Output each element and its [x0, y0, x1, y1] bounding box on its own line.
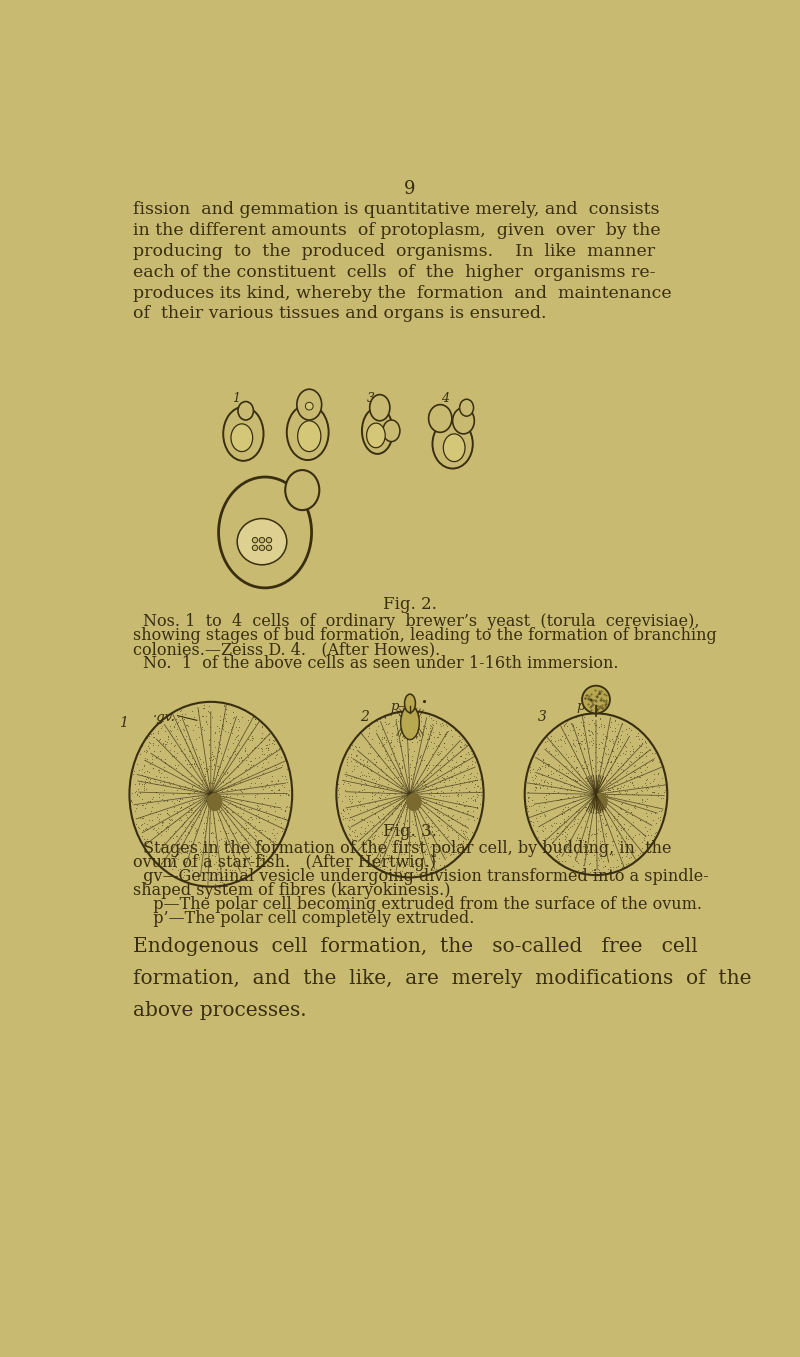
- Ellipse shape: [297, 389, 322, 421]
- Text: 3: 3: [366, 392, 374, 404]
- Ellipse shape: [366, 423, 386, 448]
- Circle shape: [259, 537, 265, 543]
- Text: 1: 1: [119, 715, 128, 730]
- Ellipse shape: [286, 404, 329, 460]
- Text: fission  and gemmation is quantitative merely, and  consists: fission and gemmation is quantitative me…: [133, 201, 659, 218]
- Text: produces its kind, whereby the  formation  and  maintenance: produces its kind, whereby the formation…: [133, 285, 671, 301]
- Text: each of the constituent  cells  of  the  higher  organisms re-: each of the constituent cells of the hig…: [133, 263, 655, 281]
- Text: in the different amounts  of protoplasm,  given  over  by the: in the different amounts of protoplasm, …: [133, 223, 660, 239]
- Ellipse shape: [207, 792, 222, 811]
- Circle shape: [259, 546, 265, 551]
- Text: 9: 9: [404, 179, 416, 198]
- Circle shape: [266, 537, 272, 543]
- Ellipse shape: [370, 395, 390, 421]
- Circle shape: [582, 685, 610, 714]
- Circle shape: [252, 546, 258, 551]
- Text: Fig. 3.: Fig. 3.: [383, 824, 437, 840]
- Text: shaped system of fibres (karyokinesis.): shaped system of fibres (karyokinesis.): [133, 882, 450, 900]
- Text: formation,  and  the  like,  are  merely  modifications  of  the: formation, and the like, are merely modi…: [133, 969, 751, 988]
- Text: gv—Germinal vesicle undergoing division transformed into a spindle-: gv—Germinal vesicle undergoing division …: [133, 868, 708, 885]
- Text: Fig. 2.: Fig. 2.: [383, 596, 437, 613]
- Text: ovum of a star-fish.   (After Hertwig.): ovum of a star-fish. (After Hertwig.): [133, 855, 436, 871]
- Text: 2: 2: [360, 710, 369, 723]
- Text: of  their various tissues and organs is ensured.: of their various tissues and organs is e…: [133, 305, 546, 323]
- Text: ·gv.: ·gv.: [153, 711, 175, 725]
- Ellipse shape: [362, 407, 393, 453]
- Text: p—The polar cell becoming extruded from the surface of the ovum.: p—The polar cell becoming extruded from …: [142, 896, 702, 913]
- Text: p—: p—: [390, 699, 412, 712]
- Text: colonies.—Zeiss D. 4.   (After Howes).: colonies.—Zeiss D. 4. (After Howes).: [133, 641, 440, 658]
- Text: showing stages of bud formation, leading to the formation of branching: showing stages of bud formation, leading…: [133, 627, 716, 645]
- Ellipse shape: [405, 695, 415, 712]
- Circle shape: [306, 402, 313, 410]
- Ellipse shape: [218, 478, 311, 588]
- Text: Stages in the formation of the first polar cell, by budding, in  the: Stages in the formation of the first pol…: [142, 840, 671, 858]
- Ellipse shape: [459, 399, 474, 417]
- Ellipse shape: [231, 423, 253, 452]
- Ellipse shape: [383, 421, 400, 441]
- Text: 4: 4: [441, 392, 449, 404]
- Ellipse shape: [237, 518, 286, 565]
- Text: 1: 1: [232, 392, 240, 404]
- Text: 3: 3: [538, 710, 546, 723]
- Text: p’—: p’—: [577, 699, 602, 712]
- Ellipse shape: [429, 404, 452, 433]
- Text: producing  to  the  produced  organisms.    In  like  manner: producing to the produced organisms. In …: [133, 243, 654, 261]
- Circle shape: [266, 546, 272, 551]
- Text: Endogenous  cell  formation,  the   so-called   free   cell: Endogenous cell formation, the so-called…: [133, 936, 698, 955]
- Ellipse shape: [238, 402, 254, 421]
- Ellipse shape: [443, 434, 465, 461]
- Text: Nos. 1  to  4  cells  of  ordinary  brewer’s  yeast  (torula  cerevisiae),: Nos. 1 to 4 cells of ordinary brewer’s y…: [142, 613, 699, 630]
- Ellipse shape: [433, 419, 473, 468]
- Ellipse shape: [406, 792, 422, 811]
- Ellipse shape: [401, 706, 419, 740]
- Text: No.  1  of the above cells as seen under 1-16th immersion.: No. 1 of the above cells as seen under 1…: [142, 655, 618, 672]
- Circle shape: [252, 537, 258, 543]
- Text: above processes.: above processes.: [133, 1001, 306, 1020]
- Ellipse shape: [298, 421, 321, 452]
- Text: p’—The polar cell completely extruded.: p’—The polar cell completely extruded.: [142, 909, 474, 927]
- Ellipse shape: [592, 792, 608, 811]
- Ellipse shape: [223, 407, 263, 461]
- Ellipse shape: [453, 407, 474, 434]
- Ellipse shape: [286, 470, 319, 510]
- Text: 2: 2: [298, 392, 306, 404]
